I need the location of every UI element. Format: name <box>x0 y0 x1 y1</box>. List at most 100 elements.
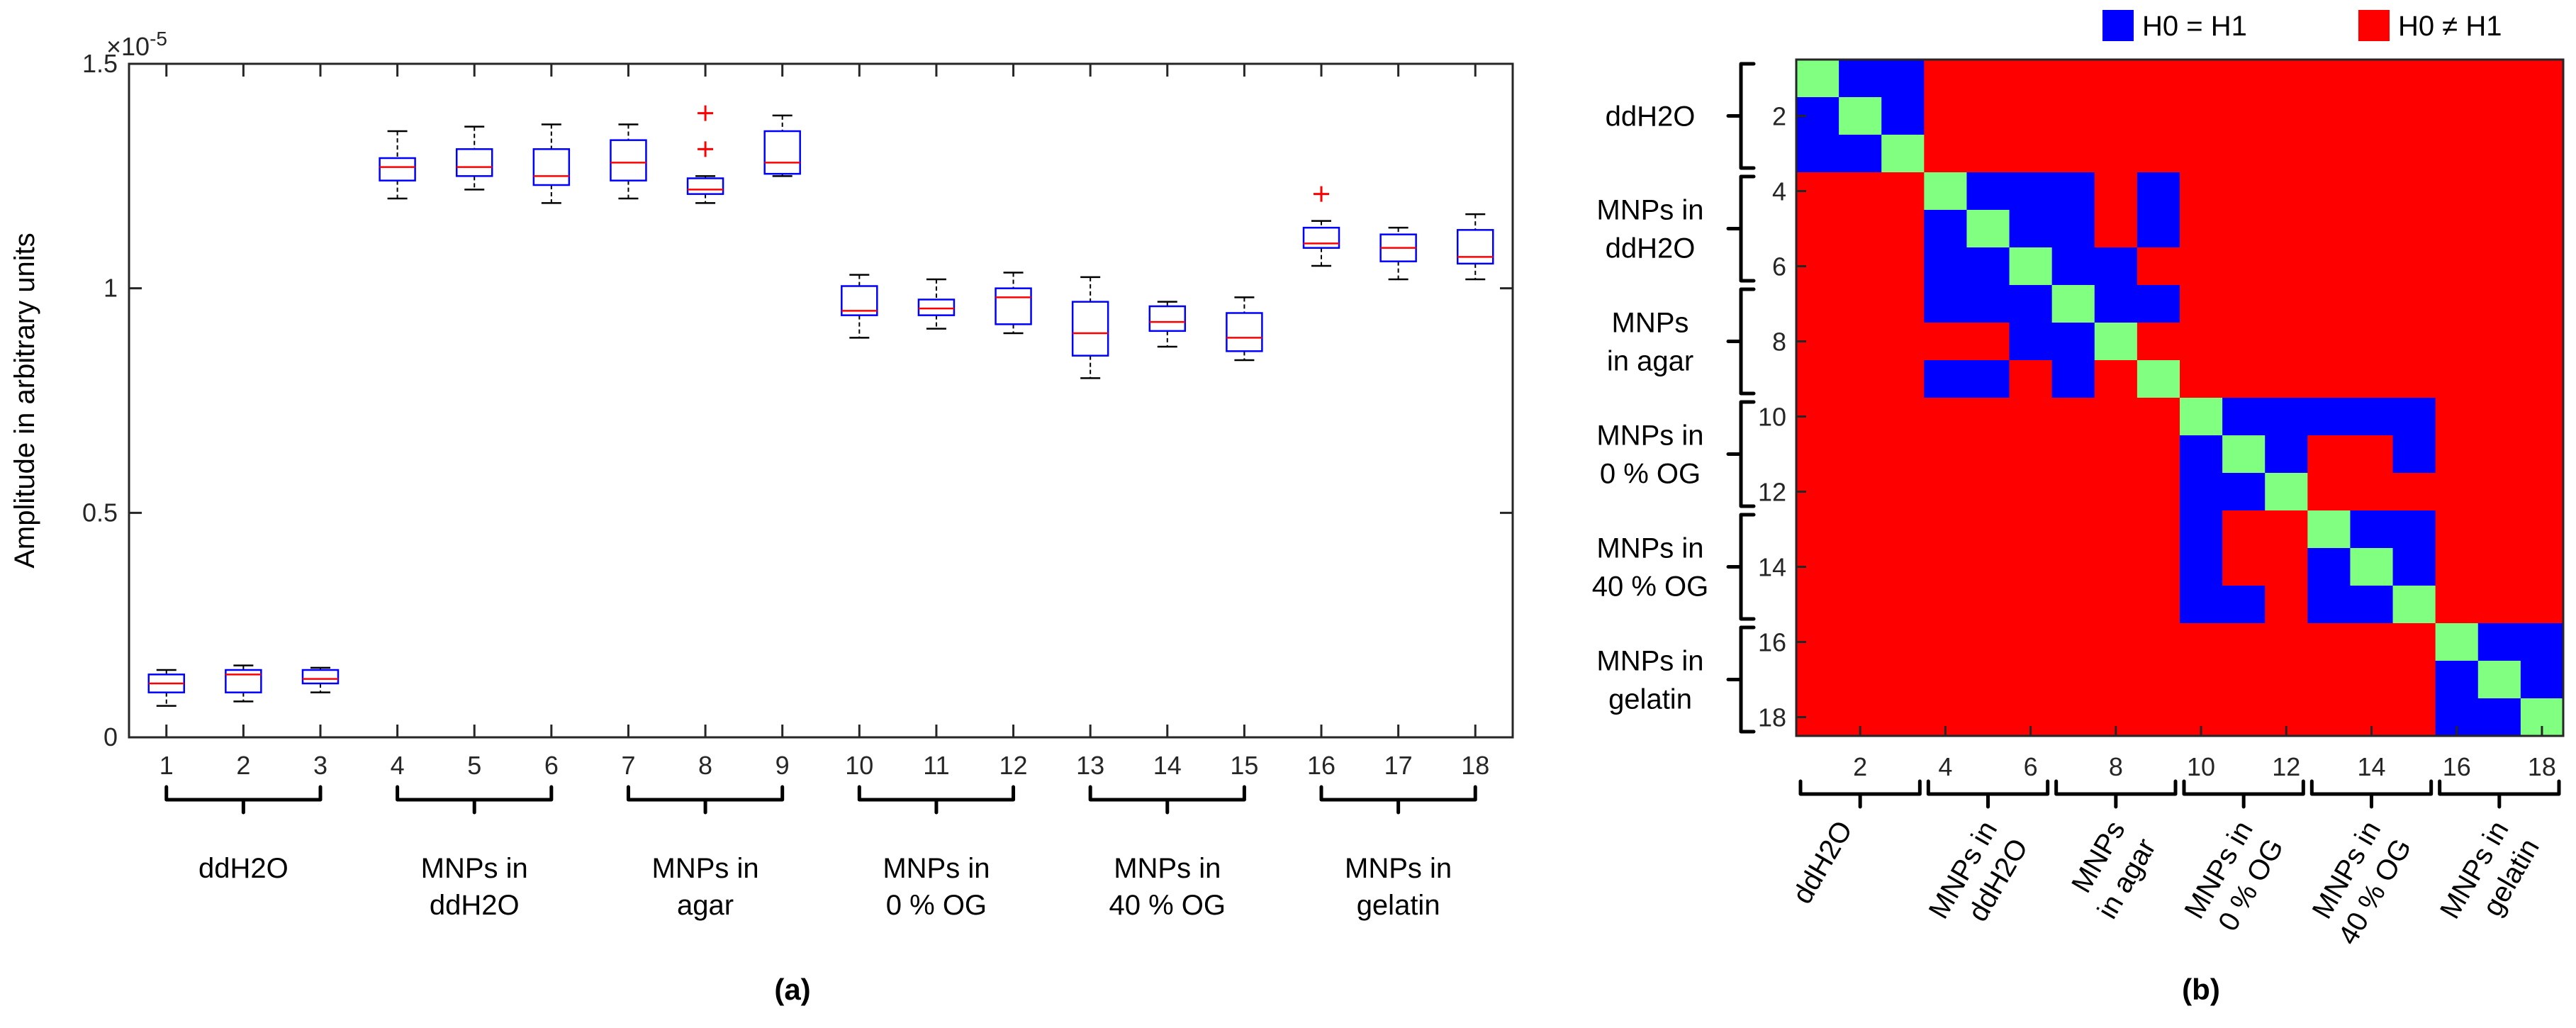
col-group-label: ddH2O <box>1786 816 1858 910</box>
heatmap-cell <box>2051 661 2095 699</box>
heatmap-cell <box>1881 510 1925 549</box>
heatmap-cell <box>2435 623 2479 661</box>
heatmap-cell <box>2435 360 2479 398</box>
heatmap-cell <box>2137 97 2180 135</box>
x-tick-label: 10 <box>845 751 873 780</box>
heatmap-cell <box>2051 247 2095 286</box>
heatmap-cell <box>1881 435 1925 474</box>
box-iqr <box>917 298 956 316</box>
boxplot-axes-frame <box>128 62 1514 739</box>
heatmap-cell <box>2222 97 2266 135</box>
heatmap-cell <box>2009 473 2053 511</box>
heatmap-cell <box>2477 135 2521 173</box>
x-tick-label: 4 <box>1938 752 1952 781</box>
group-label-line: 0 % OG <box>886 890 987 921</box>
heatmap-cell <box>2137 247 2180 286</box>
heatmap-cell <box>2392 323 2436 361</box>
col-group-brace <box>1798 779 1922 809</box>
heatmap-cell <box>2307 172 2351 211</box>
row-group-label-line: MNPs in <box>1596 195 1703 226</box>
heatmap-cell <box>2180 360 2223 398</box>
heatmap-cell <box>2350 135 2394 173</box>
heatmap-cell <box>1839 247 1882 286</box>
y-tick-label: 0 <box>103 722 118 752</box>
heatmap-cell <box>2392 360 2436 398</box>
heatmap-cell <box>2392 398 2436 436</box>
heatmap-cell <box>2137 698 2180 737</box>
heatmap-cell <box>1966 548 2010 586</box>
heatmap-cell <box>2180 661 2223 699</box>
heatmap-cell <box>1966 661 2010 699</box>
heatmap-cell <box>2137 285 2180 323</box>
heatmap-cell <box>1924 97 1968 135</box>
heatmap-cell <box>2477 97 2521 135</box>
heatmap-cell <box>2392 698 2436 737</box>
heatmap-cell <box>1839 285 1882 323</box>
panel-b-caption: (b) <box>2182 973 2220 1006</box>
heatmap-cell <box>2094 586 2138 624</box>
heatmap-cell <box>1796 360 1839 398</box>
x-tick-label: 8 <box>698 751 712 780</box>
heatmap-cell <box>2265 510 2308 549</box>
heatmap-cell <box>1839 473 1882 511</box>
heatmap-cell <box>2051 172 2095 211</box>
heatmap-cell <box>1839 135 1882 173</box>
row-group-label-line: ddH2O <box>1606 101 1696 133</box>
heatmap-cell <box>2307 473 2351 511</box>
row-group-brace <box>1726 400 1756 508</box>
heatmap-cell <box>2392 172 2436 211</box>
heatmap-cell <box>2520 172 2564 211</box>
heatmap-cell <box>1966 172 2010 211</box>
group-label-line: ddH2O <box>430 890 520 921</box>
heatmap-cell <box>2435 398 2479 436</box>
heatmap-cell <box>2307 97 2351 135</box>
heatmap-cell <box>1924 135 1968 173</box>
y-tick-label: 2 <box>1772 102 1786 131</box>
heatmap-cell <box>1881 360 1925 398</box>
heatmap-cell <box>2137 135 2180 173</box>
box-16 <box>1302 186 1340 267</box>
heatmap-cell <box>1924 247 1968 286</box>
group-brace <box>396 785 554 815</box>
x-tick-label: 17 <box>1384 751 1413 780</box>
heatmap-cell <box>2094 247 2138 286</box>
row-group-label: MNPs in gelatin <box>1596 646 1703 715</box>
y-tick-label: 1.5 <box>82 49 118 78</box>
heatmap-cell <box>1924 435 1968 474</box>
row-group-brace <box>1726 174 1756 283</box>
box-iqr <box>686 177 724 195</box>
heatmap-cell <box>2222 323 2266 361</box>
y-tick-label: 14 <box>1758 553 1786 582</box>
heatmap-cell <box>2009 661 2053 699</box>
heatmap-cell <box>2477 60 2521 98</box>
heatmap-cell <box>2477 210 2521 248</box>
heatmap-cell <box>1796 435 1839 474</box>
box-iqr <box>1226 312 1263 352</box>
heatmap-cell <box>2009 97 2053 135</box>
heatmap-cell <box>2180 586 2223 624</box>
box-1 <box>147 669 185 707</box>
outlier-marker <box>1314 186 1330 202</box>
heatmap-cell <box>1796 210 1839 248</box>
heatmap-cell <box>1881 623 1925 661</box>
heatmap-cell <box>1966 623 2010 661</box>
heatmap-cell <box>2180 210 2223 248</box>
box-2 <box>225 664 262 703</box>
heatmap-cell <box>2094 548 2138 586</box>
heatmap-cell <box>1924 586 1968 624</box>
heatmap-cell <box>2051 586 2095 624</box>
heatmap-cell <box>2009 510 2053 549</box>
heatmap-cell <box>2180 435 2223 474</box>
legend-swatch <box>2102 10 2134 41</box>
heatmap-cell <box>1924 623 1968 661</box>
heatmap-cell <box>1839 661 1882 699</box>
heatmap-cell <box>2350 360 2394 398</box>
heatmap-cell <box>2520 473 2564 511</box>
heatmap-cell <box>2009 323 2053 361</box>
heatmap-cell <box>1924 548 1968 586</box>
heatmap-cell <box>2137 323 2180 361</box>
heatmap-cell <box>1839 623 1882 661</box>
x-tick-label: 15 <box>1230 751 1258 780</box>
heatmap-cell <box>2137 210 2180 248</box>
heatmap-cell <box>2265 172 2308 211</box>
